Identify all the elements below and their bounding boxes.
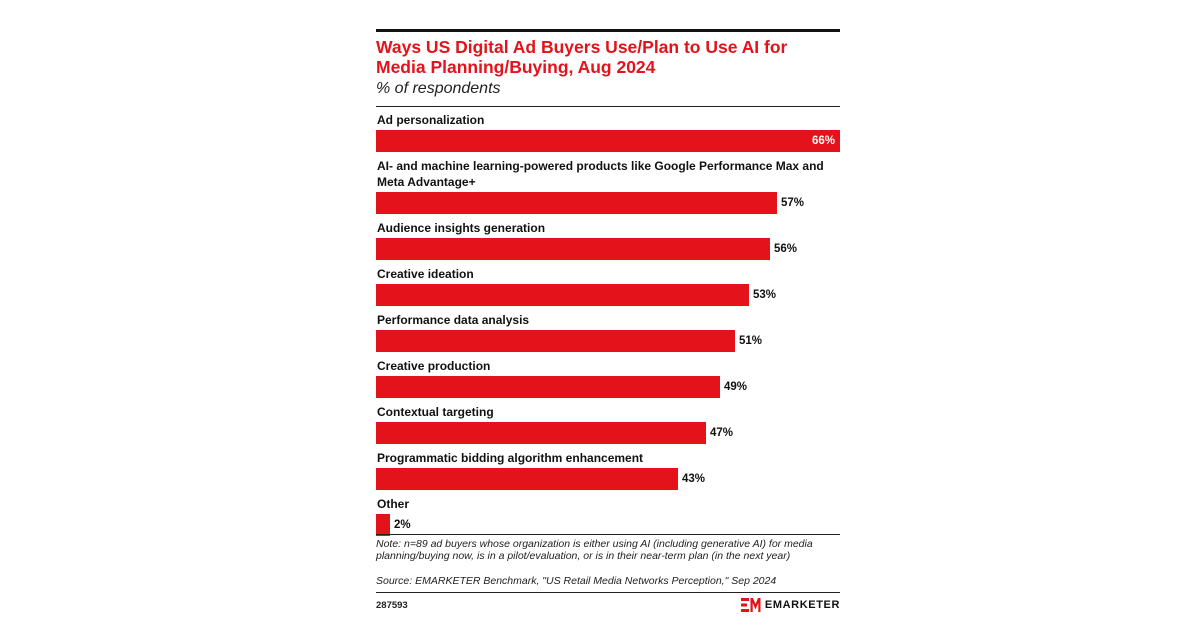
- value-label: 53%: [753, 289, 777, 301]
- bar: [376, 330, 735, 352]
- category-label: Performance data analysis: [377, 313, 530, 327]
- title-divider: [376, 106, 840, 107]
- chart-source: Source: EMARKETER Benchmark, "US Retail …: [376, 575, 777, 587]
- bar: [376, 284, 749, 306]
- value-label: 57%: [781, 197, 805, 209]
- value-label: 47%: [710, 427, 734, 439]
- bar: [376, 130, 840, 152]
- note-divider: [376, 534, 840, 535]
- chart-card: Ways US Digital Ad Buyers Use/Plan to Us…: [376, 26, 840, 616]
- category-label: Programmatic bidding algorithm enhanceme…: [377, 451, 644, 465]
- value-label: 49%: [724, 381, 748, 393]
- category-label: Contextual targeting: [377, 405, 494, 419]
- value-label: 51%: [739, 335, 763, 347]
- chart-subtitle: % of respondents: [376, 80, 501, 97]
- bar: [376, 192, 777, 214]
- bar: [376, 238, 770, 260]
- brand-logo: EMARKETER: [740, 597, 840, 613]
- value-label: 2%: [394, 519, 411, 531]
- value-label: 66%: [812, 135, 836, 147]
- category-label: AI- and machine learning-powered product…: [377, 159, 824, 189]
- category-label: Creative ideation: [377, 267, 474, 281]
- em-logo-icon: [740, 598, 761, 612]
- bar-chart: Ad personalization 66% AI- and machine lea…: [376, 112, 840, 536]
- bar: [376, 468, 678, 490]
- bar: [376, 422, 706, 444]
- bar: [376, 514, 390, 536]
- chart-title: Ways US Digital Ad Buyers Use/Plan to Us…: [376, 37, 788, 77]
- chart-note: Note: n=89 ad buyers whose organization …: [376, 538, 813, 562]
- value-label: 43%: [682, 473, 706, 485]
- category-label: Ad personalization: [377, 113, 485, 127]
- chart-id: 287593: [376, 600, 408, 611]
- bar: [376, 376, 720, 398]
- value-label: 56%: [774, 243, 798, 255]
- brand-name: EMARKETER: [764, 599, 840, 611]
- category-label: Audience insights generation: [377, 221, 546, 235]
- category-label: Other: [377, 497, 410, 511]
- top-rule: [376, 29, 840, 32]
- category-label: Creative production: [377, 359, 491, 373]
- footer-divider: [376, 592, 840, 593]
